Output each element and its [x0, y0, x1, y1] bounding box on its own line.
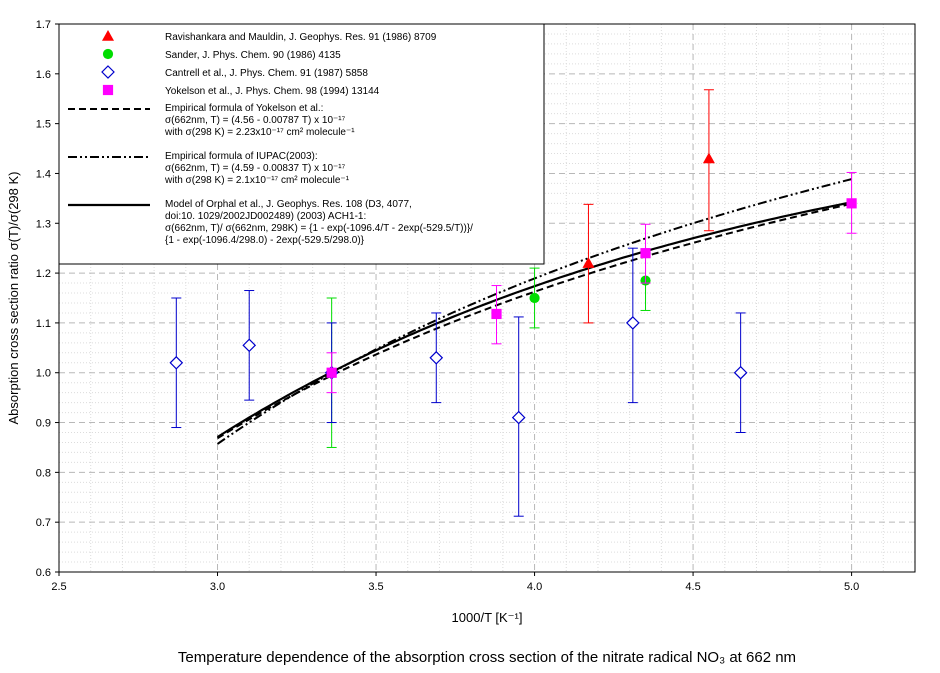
y-tick-label: 0.6 [36, 567, 51, 579]
legend-marker-series-3 [102, 84, 114, 96]
data-point-series-2 [429, 350, 444, 365]
data-point-series-1 [529, 292, 540, 304]
data-point-series-2 [242, 338, 257, 353]
data-point-series-3 [491, 308, 502, 320]
x-axis-ticks: 2.5 3.0 3.5 4.0 4.5 5.0 [51, 572, 859, 593]
data-point-series-2 [511, 410, 526, 425]
legend: Ravishankara and Mauldin, J. Geophys. Re… [58, 23, 545, 265]
legend-marker-series-1 [102, 48, 114, 60]
legend-label-series-2: Cantrell et al., J. Phys. Chem. 91 (1987… [165, 68, 368, 79]
legend-text-iupac: σ(662nm, T) = (4.59 - 0.00837 T) x 10⁻¹⁷ [165, 163, 346, 174]
y-tick-label: 1.2 [36, 268, 51, 280]
x-tick-label: 2.5 [51, 581, 66, 593]
y-tick-label: 1.6 [36, 69, 51, 81]
legend-text-iupac: Empirical formula of IUPAC(2003): [165, 151, 318, 162]
x-axis-label: 1000/T [K⁻¹] [452, 610, 523, 625]
y-tick-label: 1.4 [36, 168, 51, 180]
legend-text-orphal: {1 - exp(-1096.4/298.0) - 2exp(-529.5/29… [165, 235, 365, 246]
y-tick-label: 0.9 [36, 418, 51, 430]
legend-text-orphal: Model of Orphal et al., J. Geophys. Res.… [165, 199, 412, 210]
legend-label-series-1: Sander, J. Phys. Chem. 90 (1986) 4135 [165, 50, 341, 61]
legend-text-yokelson: with σ(298 K) = 2.23x10⁻¹⁷ cm² molecule⁻… [164, 127, 355, 138]
minor-grid [59, 24, 916, 572]
y-tick-label: 1.7 [36, 19, 51, 31]
y-tick-label: 1.0 [36, 368, 51, 380]
data-points [169, 89, 857, 517]
y-tick-label: 0.8 [36, 467, 51, 479]
legend-marker-series-2 [101, 65, 115, 79]
y-axis-ticks: 0.6 0.7 0.8 0.9 1.0 1.1 1.2 1.3 1.4 1.5 1.6 1.7 [36, 19, 59, 579]
data-point-series-3 [640, 248, 651, 259]
x-tick-label: 4.0 [527, 581, 542, 593]
data-point-series-2 [625, 316, 640, 330]
legend-text-iupac: with σ(298 K) = 2.1x10⁻¹⁷ cm² molecule⁻¹ [164, 175, 350, 186]
legend-label-series-3: Yokelson et al., J. Phys. Chem. 98 (1994… [165, 86, 380, 97]
y-tick-label: 1.1 [36, 318, 51, 330]
data-point-series-0 [702, 152, 715, 164]
y-tick-label: 1.3 [36, 218, 51, 230]
y-axis-label: Absorption cross section ratio σ(T)/σ(29… [6, 171, 21, 424]
data-point-series-2 [169, 355, 184, 370]
legend-text-yokelson: σ(662nm, T) = (4.56 - 0.00787 T) x 10⁻¹⁷ [165, 115, 346, 126]
legend-label-series-0: Ravishankara and Mauldin, J. Geophys. Re… [165, 32, 437, 43]
legend-text-orphal: σ(662nm, T)/ σ(662nm, 298K) = {1 - exp(-… [165, 223, 473, 234]
data-point-series-2 [733, 365, 748, 380]
legend-text-orphal: doi:10. 1029/2002JD002489) (2003) ACH1-1… [165, 211, 366, 222]
legend-box [58, 23, 545, 265]
data-point-series-3 [846, 198, 857, 209]
legend-text-yokelson: Empirical formula of Yokelson et al.: [165, 103, 323, 114]
data-point-series-0 [582, 257, 595, 268]
y-tick-label: 0.7 [36, 517, 51, 529]
x-tick-label: 4.5 [685, 581, 700, 593]
x-tick-label: 3.0 [210, 581, 225, 593]
x-tick-label: 5.0 [844, 581, 859, 593]
figure-caption: Temperature dependence of the absorption… [178, 649, 796, 666]
y-tick-label: 1.5 [36, 119, 51, 131]
data-point-series-3 [326, 367, 337, 378]
legend-marker-series-0 [102, 30, 114, 41]
x-tick-label: 3.5 [368, 581, 383, 593]
